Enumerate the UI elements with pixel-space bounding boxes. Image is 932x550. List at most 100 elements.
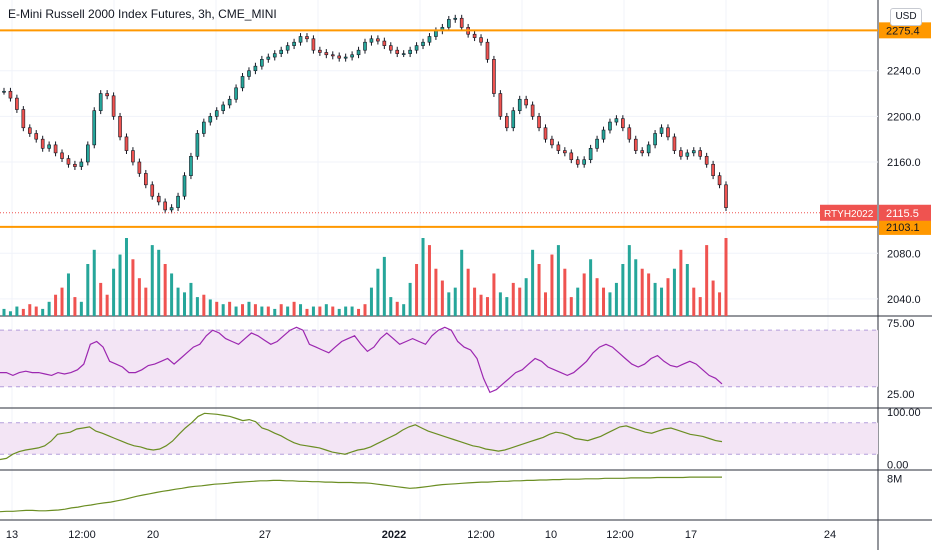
x-axis-label: 10 xyxy=(545,529,557,541)
volume-bar xyxy=(614,282,618,316)
candle-body xyxy=(672,136,677,151)
candle-body xyxy=(659,127,664,134)
x-axis-label: 12:00 xyxy=(467,529,495,541)
volume-bar xyxy=(653,282,657,316)
volume-bar xyxy=(692,287,696,316)
volume-bar xyxy=(524,278,528,316)
rsi-tick-label: 25.00 xyxy=(887,389,915,401)
volume-bar xyxy=(286,306,290,316)
candle-body xyxy=(666,127,670,138)
volume-bar xyxy=(582,273,586,316)
candle-body xyxy=(479,37,483,43)
candle-body xyxy=(21,109,26,129)
candle-body xyxy=(137,161,142,174)
last-price-label: 2115.5 xyxy=(886,208,919,220)
candle-body xyxy=(563,150,567,154)
candle-body xyxy=(582,159,586,165)
volume-bar xyxy=(595,278,599,316)
candle-body xyxy=(272,53,277,58)
candle-body xyxy=(421,41,425,46)
candle-body xyxy=(356,49,361,56)
volume-bar xyxy=(711,280,715,316)
candle-body xyxy=(234,87,238,100)
x-axis-label: 20 xyxy=(147,529,159,541)
last-price-box xyxy=(879,204,931,221)
volume-bar xyxy=(447,292,451,316)
volume-bar xyxy=(685,264,689,316)
volume-bar xyxy=(189,282,193,316)
volume-bar xyxy=(8,311,12,316)
volume-bar xyxy=(208,299,212,316)
candle-body xyxy=(337,55,342,59)
candle-body xyxy=(79,161,84,167)
x-axis-label: 12:00 xyxy=(606,529,634,541)
level-label: 2103.1 xyxy=(886,222,920,234)
volume-bar xyxy=(253,304,257,316)
candle-body xyxy=(60,152,64,159)
volume-bar xyxy=(421,238,425,316)
volume-bar xyxy=(408,282,412,316)
volume-bar xyxy=(299,304,303,316)
chart-title: E-Mini Russell 2000 Index Futures, 3h, C… xyxy=(8,7,277,21)
candle-body xyxy=(382,40,387,46)
volume-bar xyxy=(28,304,32,316)
volume-bar xyxy=(241,304,245,316)
stoch-tick-label: 100.00 xyxy=(887,407,921,419)
volume-bar xyxy=(402,304,406,316)
candle-body xyxy=(350,54,354,58)
candle-body xyxy=(395,49,400,54)
candle-body xyxy=(704,155,709,165)
candle-body xyxy=(453,17,458,20)
volume-bar xyxy=(369,287,373,316)
volume-bar xyxy=(376,268,380,316)
volume-bar xyxy=(485,297,489,316)
candle-body xyxy=(556,144,561,151)
candle-body xyxy=(640,150,644,154)
volume-bar xyxy=(311,306,315,316)
volume-bar xyxy=(550,254,554,316)
candle-body xyxy=(8,90,13,99)
volume-bar xyxy=(66,273,70,316)
volume-bar xyxy=(150,245,154,316)
candle-body xyxy=(221,104,225,111)
volume-bar xyxy=(395,301,399,316)
volume-bar xyxy=(544,292,547,316)
volume-bar xyxy=(556,245,560,316)
candle-body xyxy=(176,195,180,208)
price-tick-label: 2040.0 xyxy=(887,294,921,306)
currency-badge[interactable]: USD xyxy=(890,8,922,26)
volume-bar xyxy=(679,249,683,316)
volume-bar xyxy=(498,292,502,316)
volume-bar xyxy=(589,259,593,316)
x-axis-label: 27 xyxy=(259,529,271,541)
volume-bar xyxy=(170,273,174,316)
volume-bar xyxy=(124,238,128,316)
volume-bar xyxy=(260,306,264,316)
volume-bar xyxy=(563,268,567,316)
volume-bar xyxy=(382,256,386,316)
candle-body xyxy=(434,30,438,37)
candle-body xyxy=(131,150,135,163)
symbol-label: RTYH2022 xyxy=(824,209,874,220)
candle-body xyxy=(279,49,283,54)
candle-body xyxy=(202,121,206,134)
volume-bar xyxy=(344,306,348,316)
stoch-band xyxy=(0,422,878,455)
candle-body xyxy=(646,144,651,154)
candle-body xyxy=(305,36,309,40)
volume-bar xyxy=(647,273,651,316)
volume-bar xyxy=(157,249,161,316)
candle-body xyxy=(492,59,496,94)
price-tick-label: 2160.0 xyxy=(887,157,921,169)
candle-body xyxy=(144,173,148,186)
x-axis-label: 17 xyxy=(685,529,697,541)
candle-body xyxy=(717,175,722,186)
volume-bar xyxy=(640,268,644,316)
volume-bar xyxy=(427,245,431,316)
volume-bar xyxy=(131,259,135,316)
volume-bar xyxy=(505,297,509,316)
volume-bar xyxy=(73,297,77,316)
candle-body xyxy=(118,116,122,138)
candle-body xyxy=(53,144,58,154)
